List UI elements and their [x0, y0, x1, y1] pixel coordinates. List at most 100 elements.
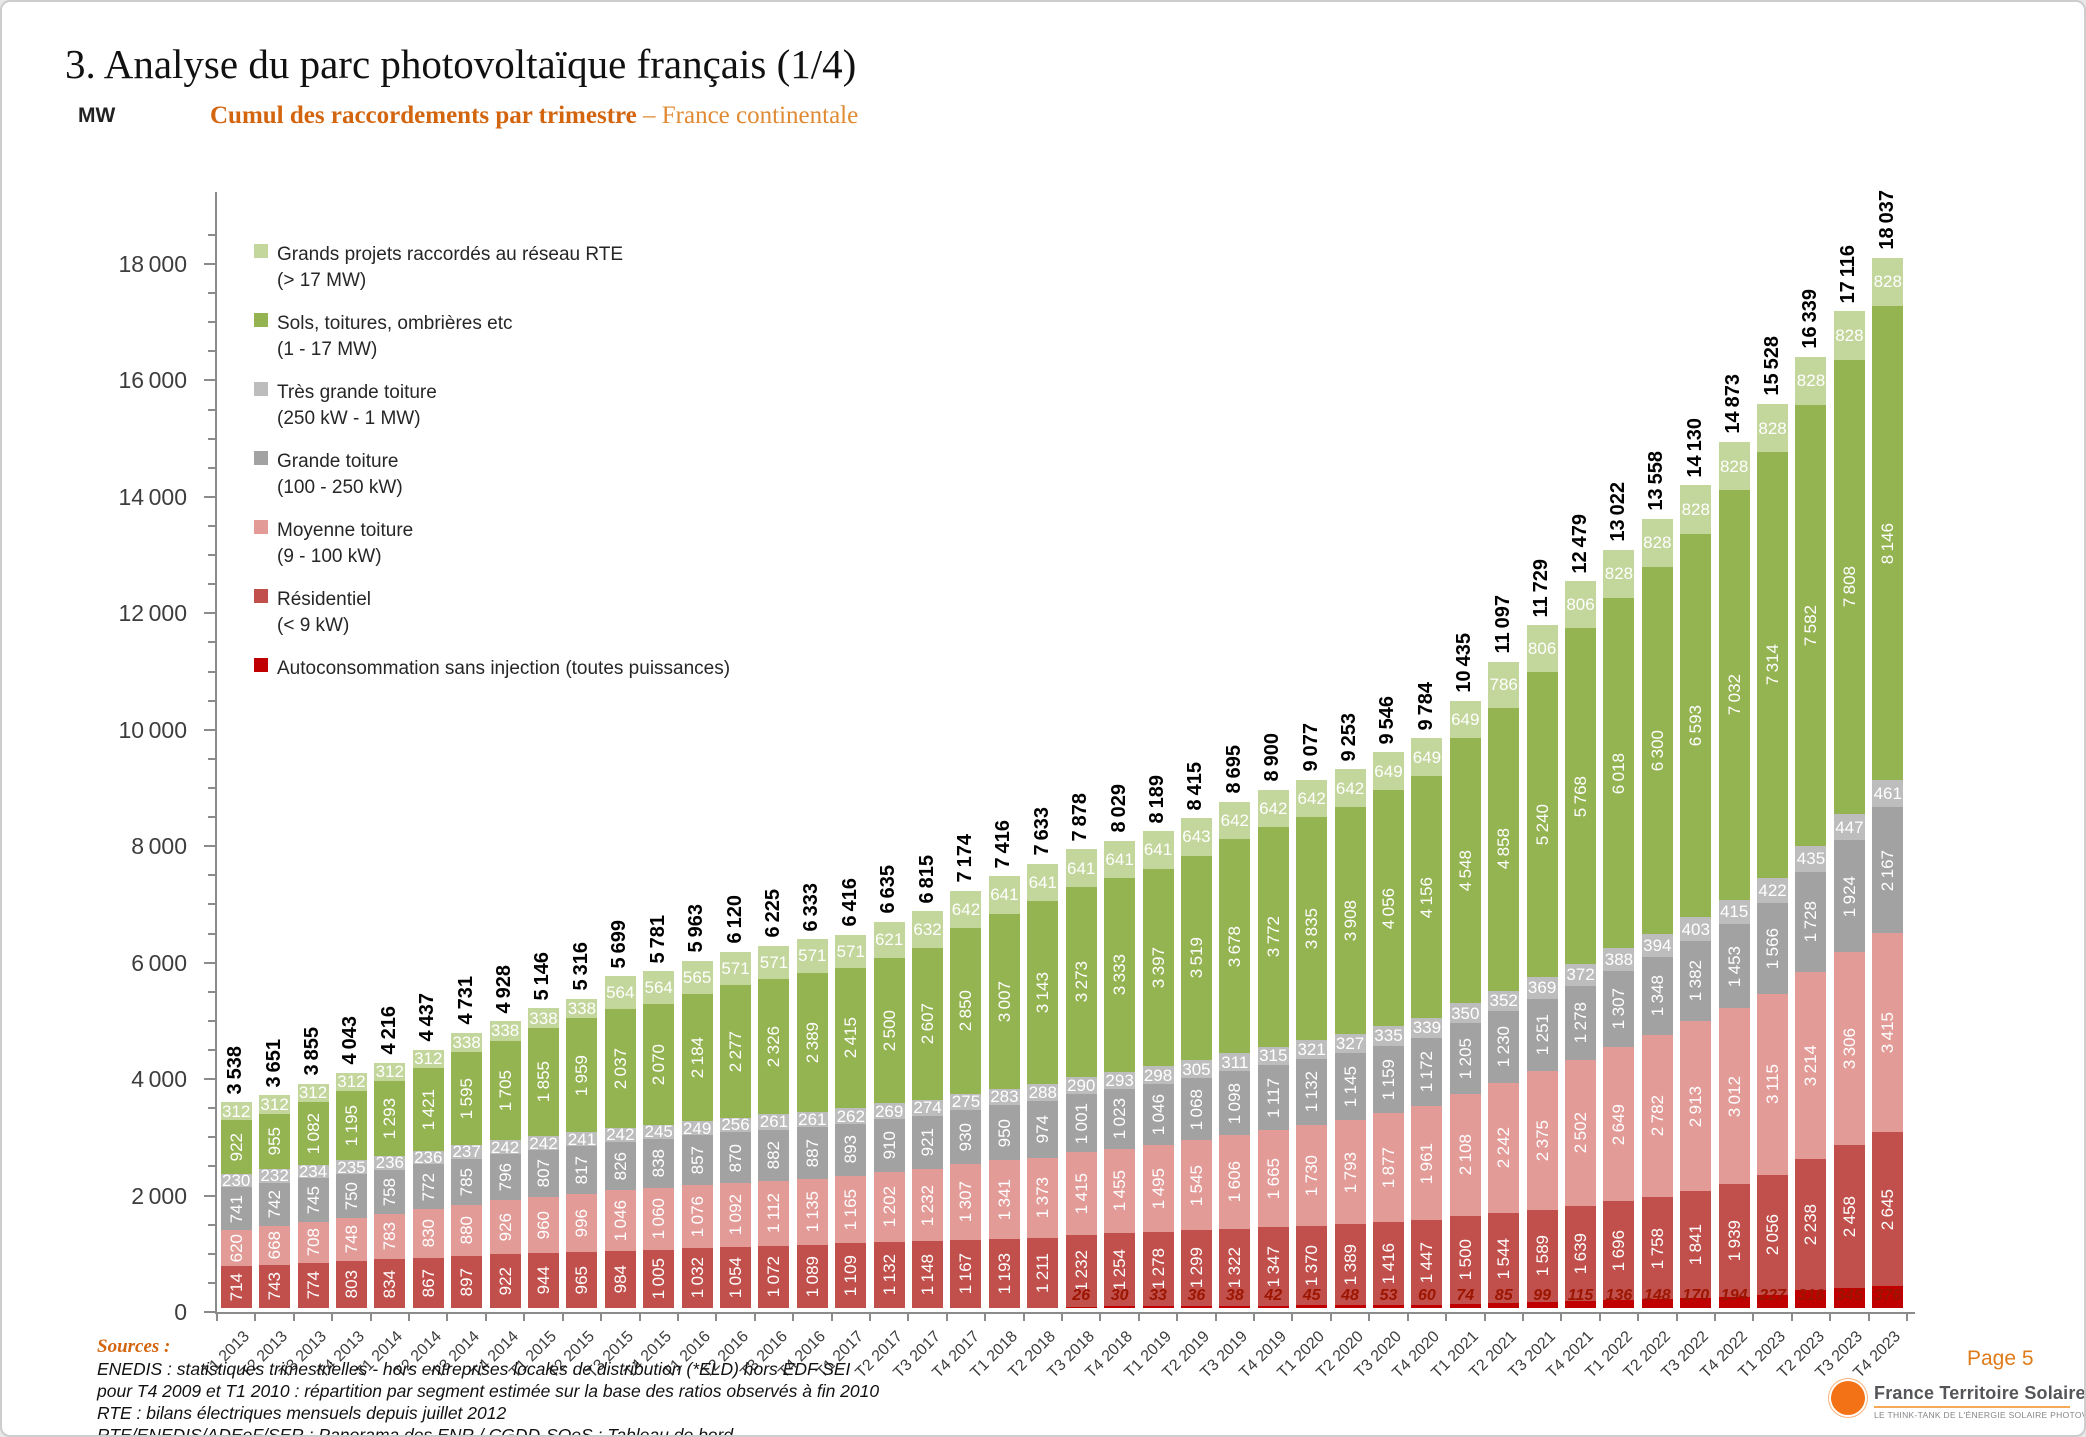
segment-value-label: 261: [759, 1112, 789, 1132]
segment-value-label: 750: [341, 1181, 361, 1211]
legend-color-chip: [254, 382, 268, 396]
bar-total-label: 8 029: [1107, 784, 1130, 833]
bar-column: 2 056 3 115 1 566 422 7 314 828 227 15 528: [1757, 324, 1789, 1308]
bar-segment: 921: [912, 1115, 944, 1170]
segment-value-label: 4 858: [1494, 828, 1514, 870]
y-axis-label: 10 000: [118, 716, 187, 743]
segment-value-label: 649: [1374, 761, 1403, 781]
segment-value-label: 2 607: [918, 1003, 938, 1045]
bar-segment: 339: [1411, 1018, 1443, 1038]
segment-value-label: 242: [490, 1137, 520, 1157]
y-tick: [204, 728, 215, 731]
x-tick: [523, 1312, 526, 1321]
segment-value-label: 338: [529, 1008, 558, 1028]
segment-value-label: 826: [610, 1151, 630, 1180]
bar-segment: 838: [643, 1139, 675, 1188]
bar-segment: 283: [988, 1088, 1020, 1105]
bar-column: 1 347 1 665 1 117 315 3 772 642 42 8 900: [1257, 710, 1289, 1308]
segment-value-label: 828: [1758, 418, 1787, 438]
segment-value-label: 2 389: [802, 1021, 822, 1063]
segment-value-label: 232: [260, 1166, 289, 1186]
bar-segment: 882: [758, 1129, 790, 1181]
bar-column: 1 322 1 606 1 098 311 3 678 642 38 8 695: [1219, 722, 1251, 1308]
segment-value-label: 4 056: [1378, 887, 1398, 929]
y-axis-label: 8 000: [131, 833, 187, 860]
bar-segment: 3 214: [1795, 972, 1827, 1160]
segment-value-label: 321: [1297, 1040, 1326, 1060]
segment-value-label: 2 850: [956, 990, 976, 1032]
bar-segment: 1 348: [1641, 956, 1673, 1036]
bar-total-label: 4 043: [339, 1016, 362, 1065]
bar-segment: 2 037: [604, 1009, 636, 1128]
segment-value-label: 2 056: [1763, 1214, 1783, 1256]
bar-segment: 1 165: [835, 1175, 867, 1244]
segment-value-label: 1 566: [1763, 927, 1783, 969]
bar-segment: 620: [220, 1230, 252, 1267]
y-tick: [208, 990, 215, 993]
bar-segment: 1 145: [1334, 1053, 1366, 1120]
bar-segment: 922: [220, 1120, 252, 1174]
bar-segment: 870: [720, 1132, 752, 1184]
segment-value-label: 1 076: [687, 1195, 707, 1238]
y-tick: [208, 1252, 215, 1255]
bar-segment: 826: [604, 1141, 636, 1190]
x-tick: [1214, 1312, 1217, 1321]
bar-segment: 1 500: [1449, 1216, 1481, 1304]
bar-segment: 564: [643, 971, 675, 1005]
segment-value-label: 817: [572, 1155, 592, 1185]
segment-value-label: 1 293: [380, 1097, 400, 1139]
bar-column: 1 389 1 793 1 145 327 3 908 642 48 9 253: [1334, 689, 1366, 1308]
segment-value-label: 758: [380, 1177, 400, 1206]
bar-segment: 3 012: [1718, 1008, 1750, 1184]
bar-segment: 2 242: [1488, 1082, 1520, 1214]
segment-value-label: 312: [337, 1072, 366, 1092]
bar-segment: [1795, 1289, 1827, 1308]
bar-segment: 1 251: [1526, 998, 1558, 1072]
bar-segment: 262: [835, 1108, 867, 1125]
bar-column: 922 926 796 242 1 705 338 4 928: [489, 941, 521, 1308]
bar-total-label: 8 189: [1146, 774, 1169, 824]
logo-tagline: LE THINK-TANK DE L'ÉNERGIE SOLAIRE PHOTO…: [1874, 1410, 2084, 1420]
segment-value-label: 745: [303, 1185, 323, 1215]
y-tick: [208, 1019, 215, 1022]
bar-total-label: 6 416: [838, 877, 861, 927]
bar-column: 714 620 741 230 922 312 3 538: [220, 1022, 252, 1308]
segment-value-label: 7 314: [1763, 644, 1783, 686]
bar-segment: 887: [796, 1126, 828, 1179]
bar-segment: 910: [873, 1119, 905, 1173]
bar-column: 1 054 1 092 870 256 2 277 571 6 120: [720, 872, 752, 1308]
bar-segment: 955: [259, 1113, 291, 1170]
x-tick: [1790, 1312, 1793, 1321]
y-tick: [208, 757, 215, 760]
segment-value-label: 1 322: [1225, 1246, 1245, 1288]
segment-value-label: 1 232: [1071, 1250, 1091, 1292]
segment-value-label: 435: [1796, 849, 1826, 869]
y-tick: [208, 437, 215, 440]
segment-value-label: 2 913: [1686, 1085, 1706, 1127]
autoconsommation-value-label: 60: [1417, 1287, 1436, 1304]
bar-segment: 422: [1757, 877, 1789, 903]
bar-segment: [1757, 1294, 1789, 1308]
bar-segment: 7 032: [1718, 490, 1750, 900]
autoconsommation-value-label: 85: [1494, 1287, 1513, 1304]
bar-segment: 1 606: [1219, 1135, 1251, 1229]
bar-segment: 447: [1833, 814, 1865, 841]
bar-segment: 1 211: [1027, 1237, 1059, 1308]
autoconsommation-value-label: 99: [1533, 1287, 1551, 1304]
legend-color-chip: [254, 244, 268, 258]
x-tick: [1867, 1312, 1870, 1321]
segment-value-label: 930: [956, 1122, 976, 1152]
segment-value-label: 1 109: [841, 1255, 861, 1297]
bar-segment: 1 132: [1296, 1059, 1328, 1125]
logo-divider: [1874, 1406, 2070, 1408]
segment-value-label: 1 728: [1801, 901, 1821, 943]
bar-segment: 327: [1334, 1034, 1366, 1054]
bar-total-label: 7 633: [1030, 807, 1053, 856]
segment-value-label: 1 341: [994, 1178, 1014, 1221]
segment-value-label: 403: [1681, 919, 1710, 939]
segment-value-label: 261: [798, 1109, 827, 1129]
legend-color-chip: [254, 451, 268, 465]
bar-total-label: 11 097: [1491, 595, 1514, 654]
bar-segment: 3 772: [1257, 827, 1289, 1047]
segment-value-label: 642: [1297, 788, 1326, 808]
